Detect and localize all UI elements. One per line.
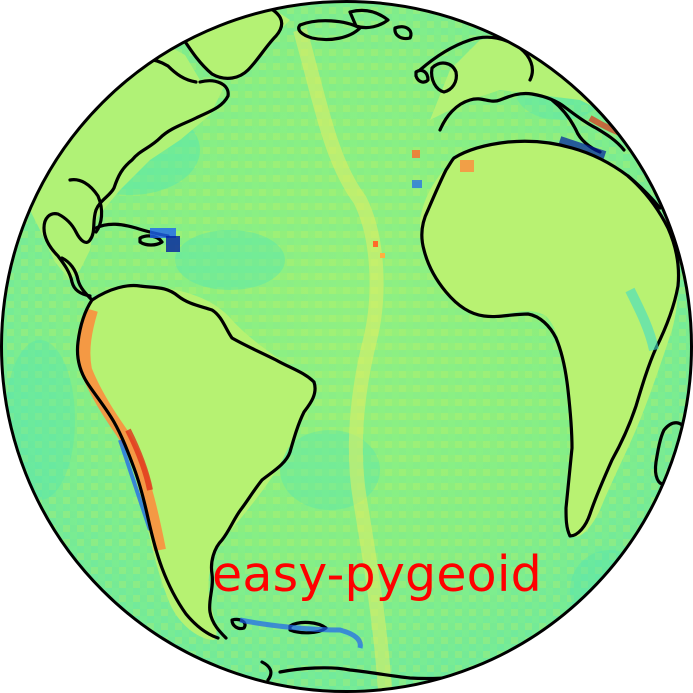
africa-anomaly [460,160,474,172]
hispaniola-coastline [138,234,164,247]
arctic-islands-coastline [348,8,390,30]
logo-text: easy-pygeoid [212,546,542,603]
ocean-anomaly-patch [175,230,285,290]
mid-atlantic-ridge [293,28,392,691]
uk-coastline [430,61,458,94]
arctic-islands-coastline [393,25,413,41]
andes-anomaly-core [125,428,153,491]
pacific-trench-anomaly [118,439,152,531]
africa-anomaly [412,180,422,188]
south-america-land [79,285,314,640]
caribbean-anomaly [150,228,176,238]
black-sea-coastline [638,95,686,119]
south-georgia-anomaly [239,617,363,649]
iceland-coastline [297,19,362,42]
florida-coastline [68,178,104,234]
red-sea-coastline [626,174,662,210]
ocean-anomaly-patch [5,340,75,500]
hudson-coastline [58,61,122,99]
ocean-anomaly-patch [570,550,650,630]
ocean-anomaly-spot [380,253,385,258]
tierra-del-fuego-coastline [230,617,247,631]
andes-anomaly [78,308,166,552]
south-america-west-coastline [75,298,220,640]
east-africa-anomaly [625,287,659,352]
europe-coastline [438,91,626,152]
ireland-coastline [414,68,430,84]
scandinavia-coastline [418,35,534,82]
baltic-coastline [558,36,598,61]
ocean-anomaly-spot [373,241,378,247]
mediterranean-anomaly [558,136,607,159]
africa-land [420,140,678,537]
south-america-coastline [90,283,317,640]
caribbean-anomaly [166,236,180,252]
africa-anomaly [412,150,420,158]
north-america-coastline [42,79,230,298]
